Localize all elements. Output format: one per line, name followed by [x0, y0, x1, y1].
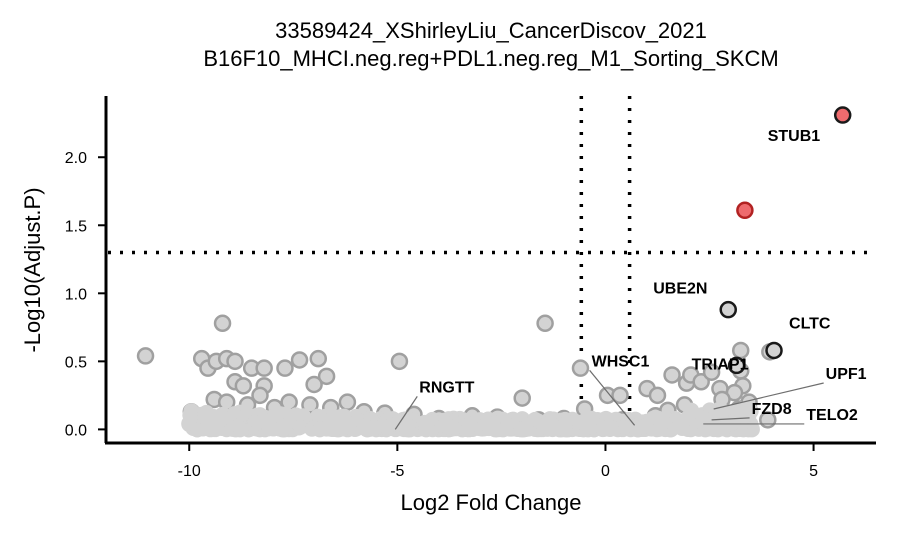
y-axis-title: -Log10(Adjust.P): [20, 187, 45, 352]
background-point: [631, 419, 648, 436]
x-tick-label: 0: [601, 463, 610, 480]
background-point: [390, 352, 409, 371]
background-point: [189, 421, 206, 438]
background-point: [705, 421, 722, 438]
label-leader-fzd8: [711, 417, 750, 421]
x-tick-label: -5: [390, 463, 404, 480]
background-point: [536, 314, 554, 333]
background-points: [136, 314, 779, 438]
background-point: [478, 413, 495, 430]
background-point: [290, 351, 309, 369]
background-point: [461, 416, 478, 433]
y-tick-label: 0.0: [65, 422, 87, 439]
background-point: [207, 421, 224, 438]
background-point: [674, 420, 691, 437]
chart-title: 33589424_XShirleyLiu_CancerDiscov_2021: [275, 18, 707, 43]
background-point: [197, 410, 214, 427]
y-tick-label: 1.5: [65, 218, 87, 235]
background-point: [251, 386, 269, 405]
background-point: [234, 377, 253, 395]
background-point: [527, 411, 544, 428]
gene-label-telo2: TELO2: [806, 407, 858, 424]
y-tick-label: 1.0: [65, 286, 87, 303]
background-point: [611, 386, 629, 405]
gene-label-whsc1: WHSC1: [592, 353, 650, 370]
chart-subtitle: B16F10_MHCI.neg.reg+PDL1.neg.reg_M1_Sort…: [203, 46, 778, 71]
gene-label-ube2n: UBE2N: [653, 281, 707, 298]
background-point: [309, 349, 328, 368]
y-axis-ticks: 0.0 0.5 1.0 1.5 2.0: [65, 150, 106, 439]
background-point: [213, 314, 232, 333]
background-point: [724, 414, 741, 431]
background-point: [226, 352, 244, 371]
background-point: [513, 389, 531, 407]
background-point: [262, 420, 279, 437]
background-point: [311, 421, 328, 438]
background-point: [418, 418, 435, 435]
significant-point-0: [833, 106, 852, 124]
gene-label-fzd8: FZD8: [752, 401, 792, 418]
x-tick-label: -10: [178, 463, 201, 480]
x-axis-title: Log2 Fold Change: [400, 490, 581, 515]
label-leader-upf1: [713, 382, 824, 410]
gene-label-triap1: TRIAP1: [692, 356, 749, 373]
background-point: [512, 421, 529, 438]
x-tick-label: 5: [809, 463, 818, 480]
background-point: [338, 393, 357, 411]
gene-label-cltc: CLTC: [789, 315, 831, 332]
label-leader-rngtt: [394, 396, 418, 430]
label-leader-whsc1: [589, 369, 636, 426]
gene-label-stub1: STUB1: [768, 128, 821, 145]
background-point: [182, 407, 199, 424]
background-point: [325, 421, 342, 438]
background-point: [694, 409, 711, 426]
gene-labels: STUB1 UBE2N CLTC TRIAP1 UPF1 FZD8 TELO2 WHSC1 RN…: [394, 128, 867, 430]
significant-points: [736, 106, 852, 220]
background-point: [317, 367, 336, 386]
background-point: [400, 421, 417, 438]
background-point: [710, 401, 727, 418]
background-point: [356, 417, 373, 434]
gene-label-upf1: UPF1: [826, 366, 867, 383]
background-point: [648, 386, 667, 405]
y-tick-label: 0.5: [65, 354, 87, 371]
background-point: [663, 366, 681, 384]
background-point: [539, 420, 556, 437]
labeled-point-triap1: [727, 356, 746, 375]
gene-label-rngtt: RNGTT: [419, 379, 474, 396]
labeled-point-cltc: [765, 341, 783, 360]
background-point: [571, 359, 590, 377]
background-point: [305, 375, 323, 394]
background-point: [136, 347, 155, 365]
background-point: [742, 403, 759, 420]
y-tick-label: 2.0: [65, 150, 87, 167]
background-point: [229, 418, 246, 435]
background-point: [692, 373, 710, 391]
significant-point-1: [736, 201, 754, 220]
background-point: [702, 363, 721, 381]
background-point: [214, 409, 231, 426]
background-point: [651, 420, 668, 437]
background-point: [583, 410, 600, 427]
labeled-point-ube2n: [719, 300, 737, 319]
threshold-lines: [108, 96, 876, 441]
labeled-points: [719, 300, 783, 375]
x-axis-ticks: -10 -5 0 5: [178, 443, 818, 480]
background-point: [281, 414, 298, 431]
background-point: [435, 417, 452, 434]
background-point: [276, 359, 294, 377]
background-point: [255, 359, 273, 377]
